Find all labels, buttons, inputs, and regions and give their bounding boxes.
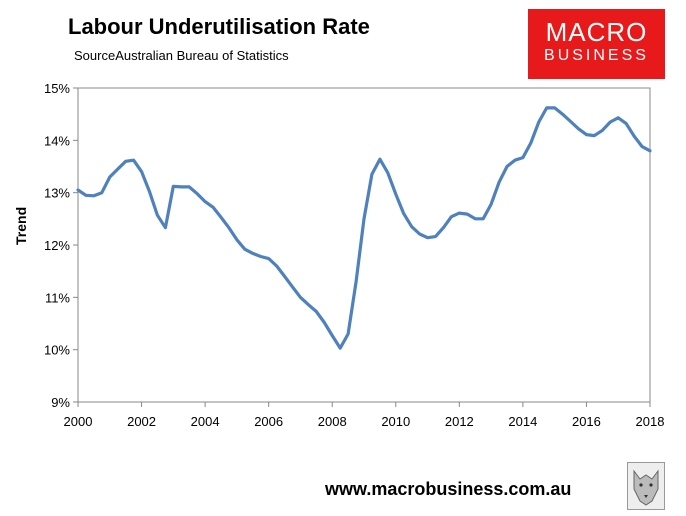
x-tick-label: 2002	[127, 414, 156, 429]
y-tick-label: 9%	[51, 395, 70, 410]
y-tick-label: 12%	[44, 238, 70, 253]
x-tick-label: 2018	[636, 414, 665, 429]
x-tick-label: 2010	[381, 414, 410, 429]
logo-line1: MACRO	[545, 17, 648, 47]
tick-labels: 9% 10% 11% 12% 13% 14% 15% 2000 2002 2004 2006 2008…	[44, 81, 664, 429]
y-tick-label: 13%	[44, 186, 70, 201]
series-line-group	[76, 106, 652, 350]
chart-subtitle: SourceAustralian Bureau of Statistics	[74, 48, 289, 63]
x-tick-label: 2016	[572, 414, 601, 429]
y-tick-label: 14%	[44, 133, 70, 148]
x-tick-label: 2006	[254, 414, 283, 429]
x-tick-label: 2008	[318, 414, 347, 429]
x-tick-label: 2004	[191, 414, 220, 429]
y-tick-label: 10%	[44, 343, 70, 358]
x-tick-label: 2000	[64, 414, 93, 429]
series-line	[76, 106, 652, 350]
site-url: www.macrobusiness.com.au	[325, 479, 572, 499]
axes	[73, 87, 651, 407]
wolf-logo-icon	[627, 462, 665, 510]
chart-title: Labour Underutilisation Rate	[68, 14, 370, 39]
y-tick-label: 15%	[44, 81, 70, 96]
logo-line2: BUSINESS	[544, 47, 649, 64]
x-tick-label: 2012	[445, 414, 474, 429]
macrobusiness-logo: MACRO BUSINESS	[528, 9, 665, 79]
plot-frame	[77, 87, 651, 403]
x-tick-label: 2014	[508, 414, 537, 429]
y-tick-label: 11%	[45, 290, 70, 305]
